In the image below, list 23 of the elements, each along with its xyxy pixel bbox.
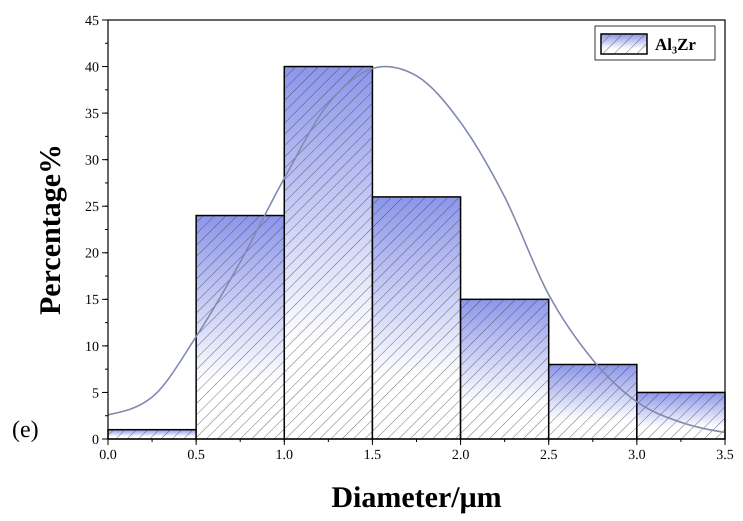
x-axis-title: Diameter/μm xyxy=(331,481,502,514)
y-axis-title: Percentage% xyxy=(34,144,67,316)
x-tick-label: 0.0 xyxy=(99,448,117,463)
x-tick-label: 3.0 xyxy=(628,448,646,463)
y-tick-label: 30 xyxy=(85,154,99,169)
x-tick-label: 1.5 xyxy=(364,448,382,463)
y-tick-label: 10 xyxy=(85,340,99,355)
x-tick-label: 3.5 xyxy=(716,448,734,463)
x-tick-label: 2.5 xyxy=(540,448,558,463)
x-tick-label: 1.0 xyxy=(276,448,294,463)
y-tick-label: 5 xyxy=(92,386,99,402)
y-tick-label: 40 xyxy=(85,60,99,76)
x-tick-label: 0.5 xyxy=(187,448,205,463)
y-tick-label: 20 xyxy=(85,246,99,262)
y-tick-label: 25 xyxy=(85,200,99,216)
y-tick-label: 0 xyxy=(92,432,99,448)
line-series xyxy=(107,66,726,434)
legend-label: Al₃Zr xyxy=(655,35,696,54)
y-tick-label: 35 xyxy=(85,107,99,122)
x-tick-label: 2.0 xyxy=(452,448,470,463)
y-tick-label: 15 xyxy=(85,293,99,308)
text: (e) xyxy=(12,417,39,443)
y-tick-label: 45 xyxy=(85,14,99,29)
